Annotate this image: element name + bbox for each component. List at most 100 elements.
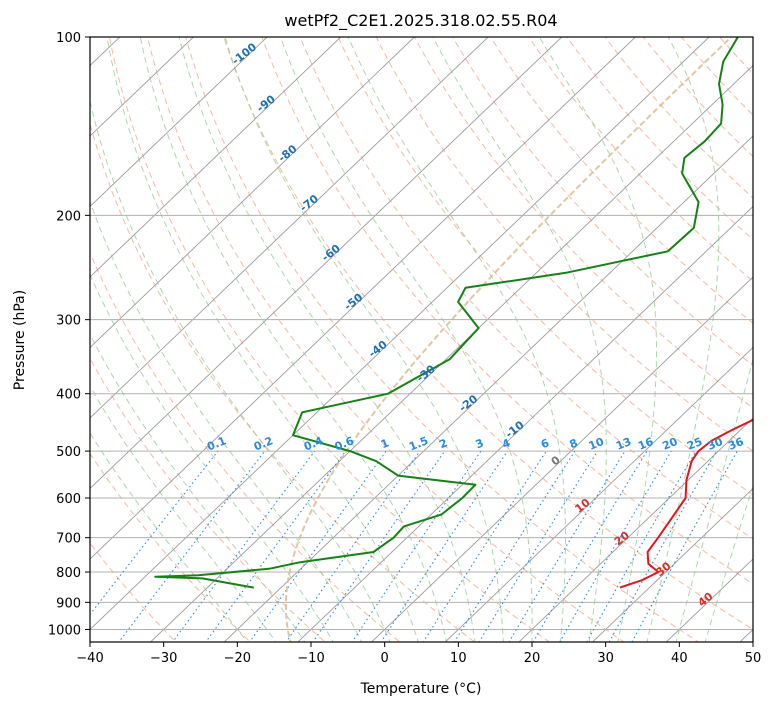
x-tick-label: 30 xyxy=(597,651,614,666)
dry-adiabat-line xyxy=(642,37,753,158)
mixing-ratio-label: 36 xyxy=(726,435,745,453)
x-tick-label: −20 xyxy=(224,651,251,666)
temperature-line xyxy=(619,418,753,589)
mixing-ratio-line xyxy=(478,450,599,642)
dry-adiabat-line xyxy=(337,37,753,496)
dry-adiabat-line xyxy=(566,37,753,241)
dry-adiabat-line xyxy=(108,37,551,642)
y-tick-label: 1000 xyxy=(48,623,81,638)
mixing-ratio-line xyxy=(422,450,547,642)
background-lines xyxy=(0,24,775,654)
axes: −40 −30 −20 −10 0 10 20 30 40 5010020030040050060… xyxy=(48,31,761,666)
dry-adiabat-line xyxy=(604,37,753,199)
moist-adiabat-line xyxy=(704,484,753,642)
adiabat-label: -60 xyxy=(319,242,343,265)
adiabat-label: -70 xyxy=(297,192,321,215)
dry-adiabat-line xyxy=(223,37,753,630)
dry-adiabat-line xyxy=(299,37,753,540)
mixing-ratio-line xyxy=(608,450,717,642)
x-tick-label: 20 xyxy=(524,651,541,666)
moist-adiabat-line xyxy=(90,432,248,642)
mixing-ratio-label: 25 xyxy=(685,435,704,453)
y-tick-label: 400 xyxy=(56,388,81,403)
mixing-ratio-label: 13 xyxy=(614,435,633,453)
isotherm-line xyxy=(739,628,753,642)
mixing-ratio-label: 10 xyxy=(587,435,606,453)
isotherm-line xyxy=(90,37,563,490)
dry-adiabat-line xyxy=(90,251,401,642)
dewpoint-line xyxy=(154,37,739,589)
x-tick-label: 40 xyxy=(671,651,688,666)
y-axis-label: Pressure (hPa) xyxy=(12,290,28,390)
dry-adiabat-line xyxy=(261,37,753,585)
adiabat-label: 40 xyxy=(696,590,716,610)
x-tick-label: −40 xyxy=(76,651,103,666)
dry-adiabat-line xyxy=(185,37,700,642)
mixing-ratio-line xyxy=(172,450,316,642)
isotherm-line xyxy=(591,487,753,642)
y-tick-label: 100 xyxy=(56,31,81,46)
moist-adiabat-line xyxy=(279,37,533,642)
dry-adiabat-line xyxy=(413,37,753,409)
mixing-ratio-label: 30 xyxy=(706,435,725,453)
mixing-ratio-line xyxy=(631,450,738,642)
isotherm-line xyxy=(0,24,60,654)
y-tick-label: 700 xyxy=(56,532,81,547)
moist-adiabat-line xyxy=(347,37,566,642)
mixing-ratio-line xyxy=(532,450,648,642)
mixing-ratio-line xyxy=(586,450,697,642)
mixing-ratio-lines xyxy=(90,450,738,642)
isotherm-line xyxy=(297,205,753,642)
mixing-ratio-line xyxy=(508,450,626,642)
x-tick-label: 10 xyxy=(450,651,467,666)
x-axis-label: Temperature (°C) xyxy=(360,681,482,697)
wet-bulb-zero-line xyxy=(284,37,732,642)
y-tick-label: 500 xyxy=(56,445,81,460)
moist-adiabat-line xyxy=(90,273,334,642)
isotherm-line xyxy=(90,37,710,631)
adiabat-label: -80 xyxy=(276,142,300,165)
mixing-ratio-label: 0.4 xyxy=(302,434,325,453)
mixing-ratio-label: 16 xyxy=(636,435,655,453)
dry-adiabat-line xyxy=(90,542,177,642)
mixing-ratio-label: 8 xyxy=(568,436,580,451)
y-tick-label: 200 xyxy=(56,209,81,224)
isotherm-line xyxy=(90,37,195,137)
mixing-ratio-label: 6 xyxy=(539,436,551,451)
x-tick-label: 50 xyxy=(745,651,762,666)
adiabat-label: -90 xyxy=(254,92,278,115)
y-tick-label: 300 xyxy=(56,314,81,329)
moist-adiabat-line xyxy=(90,333,306,642)
mixing-ratio-label: 20 xyxy=(660,435,679,453)
mixing-ratio-line xyxy=(205,450,347,642)
moist-adiabat-line xyxy=(224,37,504,642)
mixing-ratio-line xyxy=(453,450,576,642)
isotherms xyxy=(0,24,753,654)
mixing-ratio-line xyxy=(285,450,421,642)
adiabat-label: 30 xyxy=(654,559,674,579)
adiabat-label: -20 xyxy=(457,392,481,415)
wet-bulb-zero xyxy=(284,37,732,642)
isotherm-line xyxy=(90,37,342,278)
mixing-ratio-label: 3 xyxy=(474,436,486,451)
adiabat-label: 10 xyxy=(573,496,593,516)
mixing-ratio-line xyxy=(559,450,672,642)
plot-frame xyxy=(89,36,754,643)
isotherm-line xyxy=(444,346,753,642)
moist-adiabat-line xyxy=(139,37,448,642)
isotherm-line xyxy=(223,135,753,642)
isotherm-line xyxy=(90,37,268,208)
moist-adiabat-line xyxy=(90,385,277,642)
x-tick-label: −10 xyxy=(297,651,324,666)
dry-adiabat-line xyxy=(146,37,625,642)
mixing-ratio-line xyxy=(312,450,446,642)
adiabat-label: 20 xyxy=(612,529,632,549)
dry-adiabat-line xyxy=(718,37,753,75)
mixing-ratio-line xyxy=(118,450,266,642)
y-tick-label: 600 xyxy=(56,492,81,507)
dry-adiabat-line xyxy=(746,24,775,654)
dry-adiabat-line xyxy=(90,452,252,642)
mixing-ratio-line xyxy=(249,450,387,642)
moist-adiabat-line xyxy=(675,357,753,642)
